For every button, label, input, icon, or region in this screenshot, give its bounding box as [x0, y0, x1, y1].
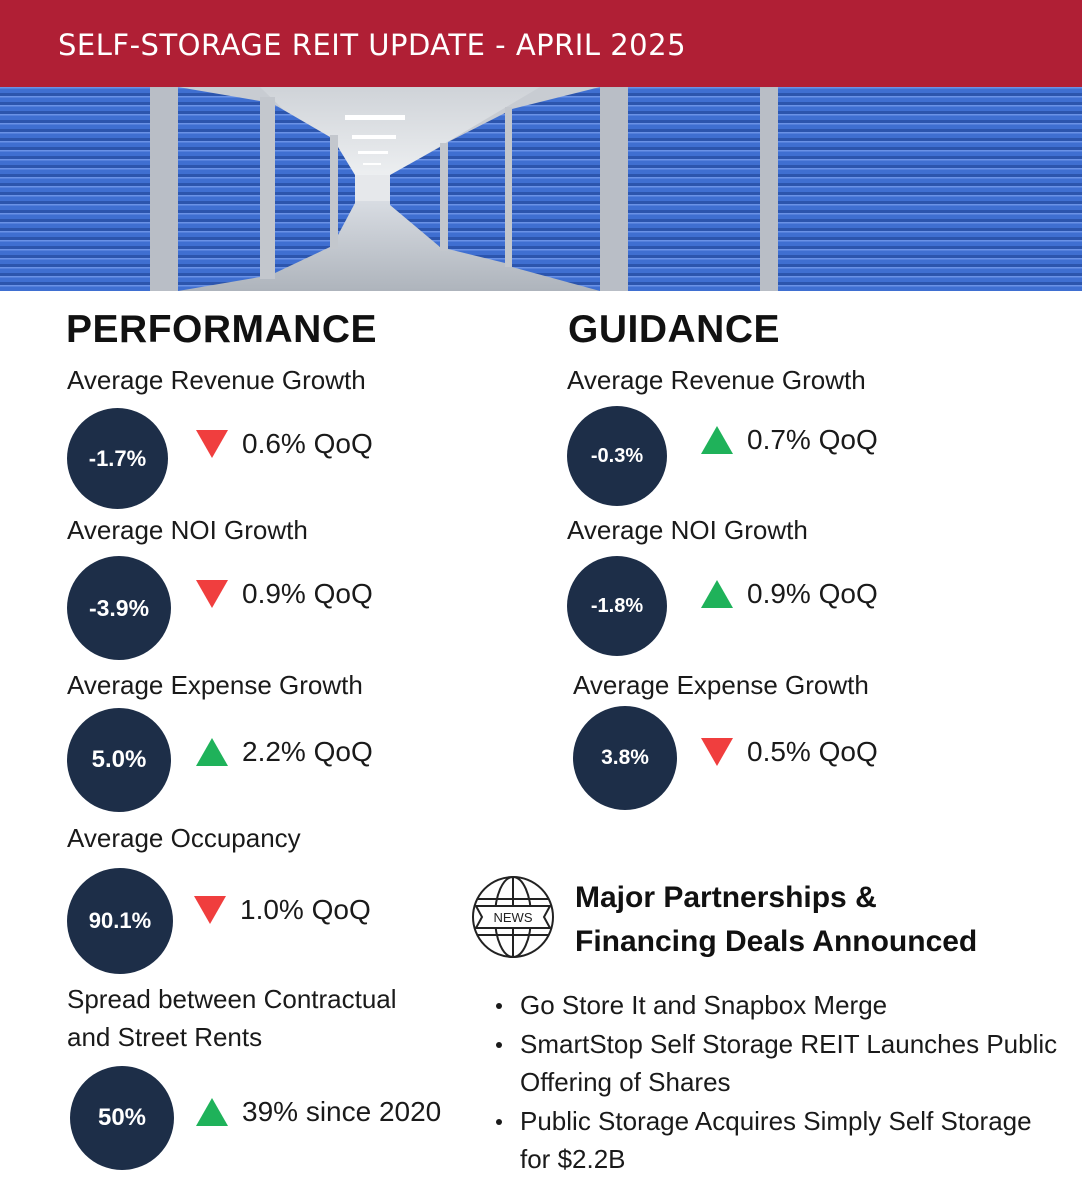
guid-expense-change-text: 0.5% QoQ	[747, 736, 878, 767]
perf-expense-label: Average Expense Growth	[67, 670, 363, 700]
guid-noi-value-circle: -1.8%	[567, 556, 667, 656]
perf-spread-label: Spread between Contractual and Street Re…	[67, 980, 397, 1056]
news-headline-line1: Major Partnerships &	[575, 881, 877, 914]
news-headline: Major Partnerships & Financing Deals Ann…	[575, 876, 1055, 964]
guid-noi-label: Average NOI Growth	[567, 515, 808, 545]
perf-occupancy-value: 90.1%	[88, 908, 152, 933]
news-headline-line2: Financing Deals Announced	[575, 925, 978, 958]
up-arrow-icon	[701, 580, 733, 608]
up-arrow-icon	[196, 738, 228, 766]
perf-noi-value: -3.9%	[88, 594, 150, 621]
perf-spread-label-line2: and Street Rents	[67, 1022, 263, 1052]
perf-occupancy-value-circle: 90.1%	[67, 868, 173, 974]
perf-noi-change-text: 0.9% QoQ	[242, 578, 373, 609]
news-item: SmartStop Self Storage REIT Launches Pub…	[494, 1025, 1064, 1102]
perf-expense-change-text: 2.2% QoQ	[242, 736, 373, 767]
perf-expense-value-circle: 5.0%	[67, 708, 171, 812]
up-arrow-icon	[196, 1098, 228, 1126]
guid-expense-value-circle: 3.8%	[573, 706, 677, 810]
perf-spread-value-circle: 50%	[70, 1066, 174, 1170]
perf-expense-value: 5.0%	[91, 746, 147, 773]
news-icon-text: NEWS	[494, 910, 533, 925]
news-item: Go Store It and Snapbox Merge	[494, 986, 1064, 1025]
guid-expense-change: 0.5% QoQ	[701, 736, 878, 768]
performance-title: PERFORMANCE	[66, 308, 378, 351]
news-list: Go Store It and Snapbox Merge SmartStop …	[494, 986, 1064, 1179]
guid-revenue-value: -0.3%	[590, 444, 644, 467]
perf-revenue-value: -1.7%	[88, 445, 147, 471]
perf-spread-label-line1: Spread between Contractual	[67, 984, 397, 1014]
perf-spread-change: 39% since 2020	[196, 1096, 441, 1128]
perf-revenue-change-text: 0.6% QoQ	[242, 428, 373, 459]
guid-noi-change: 0.9% QoQ	[701, 578, 878, 610]
guid-revenue-change: 0.7% QoQ	[701, 424, 878, 456]
perf-expense-change: 2.2% QoQ	[196, 736, 373, 768]
perf-noi-label: Average NOI Growth	[67, 515, 308, 545]
header-banner: SELF-STORAGE REIT UPDATE - APRIL 2025	[0, 0, 1082, 87]
up-arrow-icon	[701, 426, 733, 454]
perf-occupancy-change-text: 1.0% QoQ	[240, 894, 371, 925]
guid-noi-change-text: 0.9% QoQ	[747, 578, 878, 609]
perf-spread-value: 50%	[97, 1104, 147, 1131]
guid-revenue-value-circle: -0.3%	[567, 406, 667, 506]
guid-revenue-label: Average Revenue Growth	[567, 365, 866, 395]
guid-noi-value: -1.8%	[590, 594, 644, 617]
perf-revenue-change: 0.6% QoQ	[196, 428, 373, 460]
news-globe-icon: NEWS	[468, 872, 558, 962]
perf-occupancy-change: 1.0% QoQ	[194, 894, 371, 926]
perf-revenue-value-circle: -1.7%	[67, 408, 168, 509]
perf-spread-change-text: 39% since 2020	[242, 1096, 442, 1127]
guid-expense-value: 3.8%	[601, 746, 649, 769]
down-arrow-icon	[701, 738, 733, 766]
perf-noi-value-circle: -3.9%	[67, 556, 171, 660]
news-item: Public Storage Acquires Simply Self Stor…	[494, 1102, 1064, 1179]
down-arrow-icon	[194, 896, 226, 924]
perf-revenue-label: Average Revenue Growth	[67, 365, 366, 395]
guid-revenue-change-text: 0.7% QoQ	[747, 424, 878, 455]
perf-occupancy-label: Average Occupancy	[67, 823, 301, 853]
down-arrow-icon	[196, 580, 228, 608]
page-title: SELF-STORAGE REIT UPDATE - APRIL 2025	[58, 28, 687, 62]
hero-image-storage-corridor	[0, 87, 1082, 291]
perf-noi-change: 0.9% QoQ	[196, 578, 373, 610]
guid-expense-label: Average Expense Growth	[573, 670, 869, 700]
guidance-title: GUIDANCE	[568, 308, 781, 351]
down-arrow-icon	[196, 430, 228, 458]
